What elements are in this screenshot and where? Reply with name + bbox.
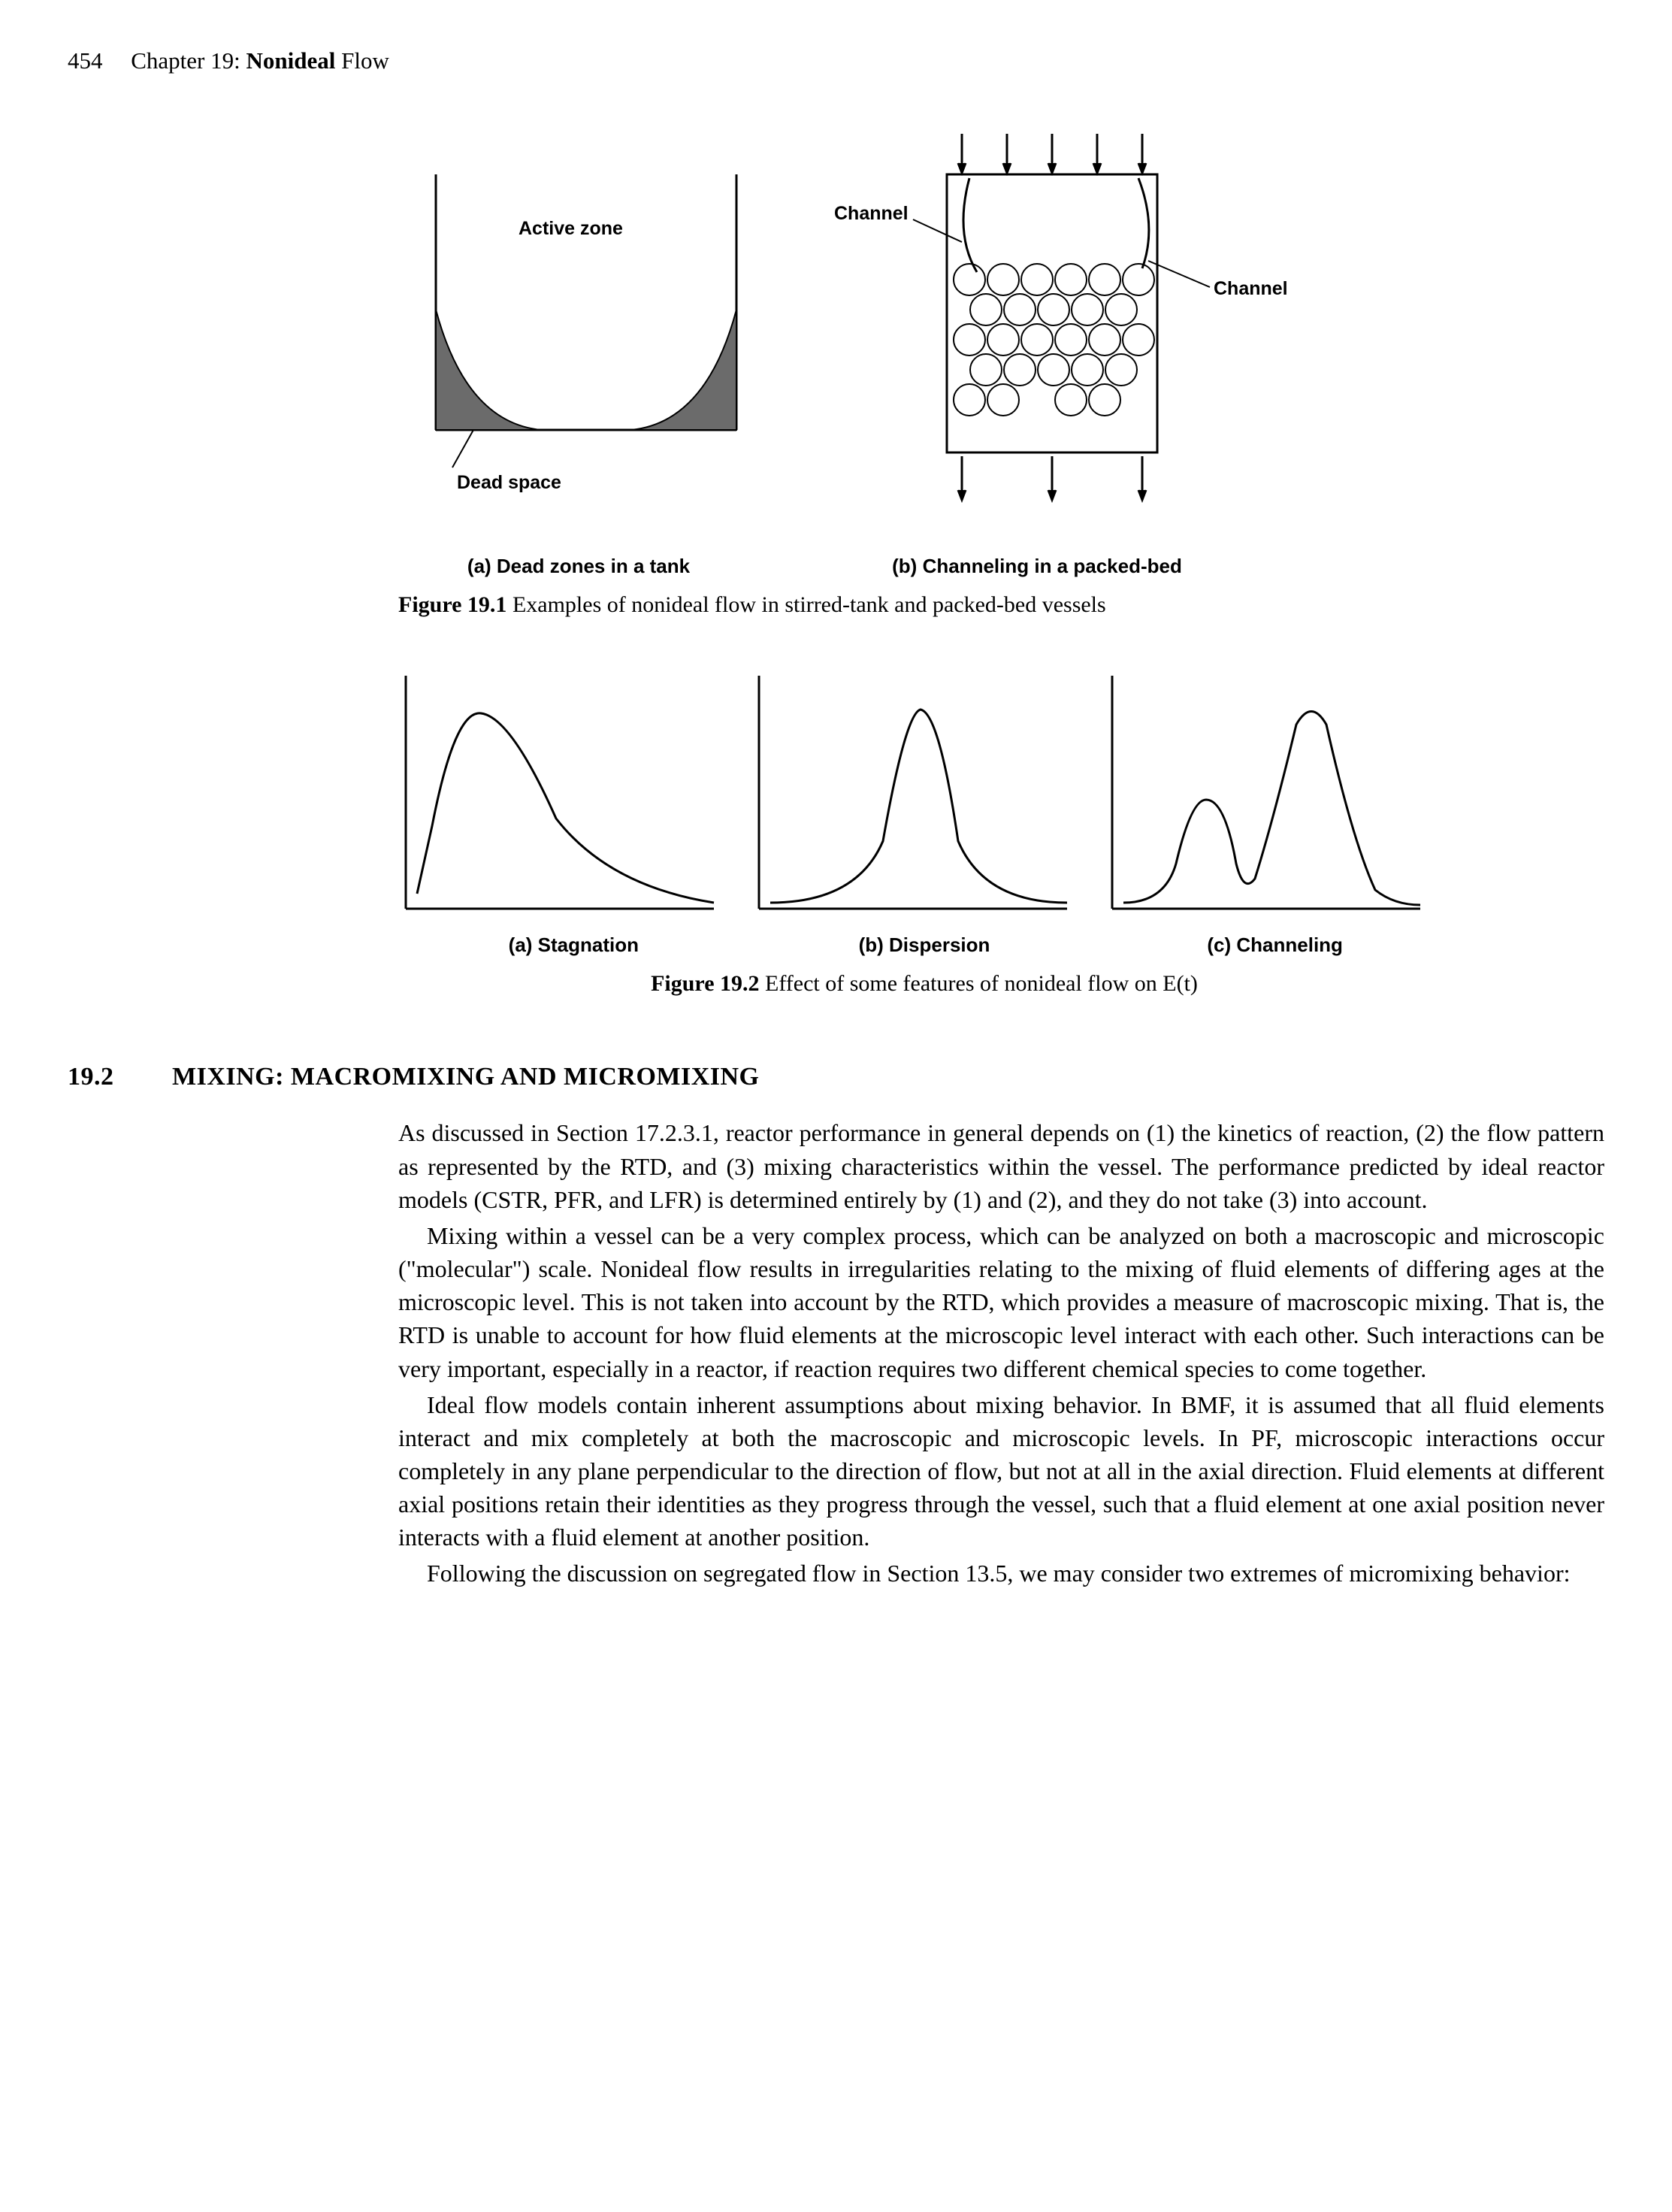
fig-19-2-sub-c: (c) Channeling (1099, 932, 1450, 958)
active-zone-label: Active zone (519, 218, 623, 239)
fig-19-2-caption-text: Effect of some features of nonideal flow… (765, 971, 1198, 996)
chapter-label: Chapter 19: (131, 47, 240, 74)
chapter-title-bold: Nonideal (246, 47, 336, 74)
page-header: 454 Chapter 19: Nonideal Flow (68, 45, 1604, 77)
figure-19-2-svg (398, 657, 1450, 927)
stagnation-path (406, 676, 714, 909)
channel-left-label: Channel (834, 203, 909, 224)
body-text: As discussed in Section 17.2.3.1, reacto… (398, 1116, 1604, 1590)
fig-19-2-sub-a: (a) Stagnation (398, 932, 749, 958)
plot-stagnation (406, 676, 714, 909)
figure-19-2: (a) Stagnation (b) Dispersion (c) Channe… (398, 657, 1450, 1000)
figure-19-2-subcaptions: (a) Stagnation (b) Dispersion (c) Channe… (398, 932, 1450, 958)
page-number: 454 (68, 47, 103, 74)
plot-dispersion (759, 676, 1067, 909)
fig-19-1-caption-label: Figure 19.1 (398, 592, 506, 617)
fig-19-1-sub-b: (b) Channeling in a packed-bed (759, 553, 1270, 579)
paragraph-4: Following the discussion on segregated f… (398, 1557, 1604, 1590)
fig-19-1-caption-text: Examples of nonideal flow in stirred-tan… (512, 592, 1106, 617)
channeling-path (1112, 676, 1420, 909)
section-heading: 19.2 MIXING: MACROMIXING AND MICROMIXING (68, 1060, 1604, 1094)
fig-19-2-caption-label: Figure 19.2 (651, 971, 759, 996)
paragraph-2: Mixing within a vessel can be a very com… (398, 1219, 1604, 1385)
fig-19-2-sub-b: (b) Dispersion (749, 932, 1100, 958)
figure-19-1-svg: Active zone Dead space (398, 129, 1300, 550)
dispersion-path (759, 676, 1067, 909)
tank-diagram: Active zone Dead space (436, 174, 736, 493)
paragraph-1: As discussed in Section 17.2.3.1, reacto… (398, 1116, 1604, 1215)
plot-channeling (1112, 676, 1420, 909)
packed-bed-diagram: Channel Channel (834, 134, 1288, 500)
figure-19-1: Active zone Dead space (398, 129, 1300, 619)
section-title: MIXING: MACROMIXING AND MICROMIXING (172, 1063, 760, 1091)
dead-space-label: Dead space (457, 472, 561, 493)
figure-19-1-caption: Figure 19.1 Examples of nonideal flow in… (398, 590, 1300, 619)
chapter-title-rest: Flow (341, 47, 389, 74)
channel-right-label: Channel (1214, 278, 1288, 299)
paragraph-3: Ideal flow models contain inherent assum… (398, 1388, 1604, 1554)
fig-19-1-sub-a: (a) Dead zones in a tank (398, 553, 759, 579)
figure-19-2-caption: Figure 19.2 Effect of some features of n… (398, 969, 1450, 1000)
section-number: 19.2 (68, 1060, 165, 1094)
figure-19-1-subcaptions: (a) Dead zones in a tank (b) Channeling … (398, 553, 1300, 579)
